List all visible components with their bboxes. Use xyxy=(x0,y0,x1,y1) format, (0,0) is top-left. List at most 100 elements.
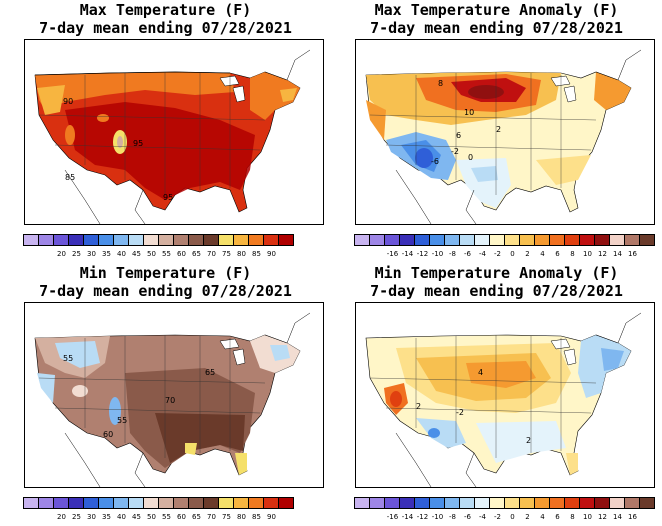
color-swatch xyxy=(158,497,174,509)
color-scale-label: -8 xyxy=(449,250,456,258)
map-label: 10 xyxy=(464,108,474,117)
color-swatch xyxy=(128,497,144,509)
color-scale-labels: -16 -14 -12 -10 -8 -6 -4 -2 0 2 4 6 8 10 12 14 16 xyxy=(355,250,655,260)
color-swatch xyxy=(534,234,550,246)
color-scale-labels: 20 25 30 35 40 45 50 55 60 65 70 75 80 85 90 xyxy=(24,250,324,260)
color-swatch xyxy=(414,497,430,509)
color-swatch xyxy=(399,234,415,246)
color-scale-label: 55 xyxy=(162,513,171,521)
color-swatch xyxy=(143,497,159,509)
color-scale-label: -4 xyxy=(479,250,486,258)
color-swatch xyxy=(474,497,490,509)
color-swatch xyxy=(549,497,565,509)
map-label: 55 xyxy=(63,354,73,363)
color-scale-label: 40 xyxy=(117,513,126,521)
color-swatch xyxy=(519,497,535,509)
map-label: 4 xyxy=(478,368,483,377)
panel-title: Max Temperature (F) xyxy=(79,1,252,19)
color-scale-label: -10 xyxy=(431,513,444,521)
color-swatch xyxy=(519,234,535,246)
color-scale-label: 14 xyxy=(613,250,622,258)
color-scale-label: -16 xyxy=(386,513,399,521)
color-scale-label: 75 xyxy=(222,513,231,521)
color-scale-label: 2 xyxy=(525,250,530,258)
map-label: 95 xyxy=(163,193,173,202)
map-label: 60 xyxy=(103,430,113,439)
color-scale-labels: 20 25 30 35 40 45 50 55 60 65 70 75 80 85 90 xyxy=(24,513,324,523)
color-swatch xyxy=(594,497,610,509)
color-swatch xyxy=(263,497,279,509)
color-scale xyxy=(354,234,655,246)
panel-subtitle: 7-day mean ending 07/28/2021 xyxy=(39,19,292,37)
color-scale xyxy=(354,497,655,509)
color-scale-label: -10 xyxy=(431,250,444,258)
color-scale-label: 40 xyxy=(117,250,126,258)
map-label: 0 xyxy=(468,153,473,162)
color-swatch xyxy=(218,497,234,509)
color-scale-label: 55 xyxy=(162,250,171,258)
color-scale-label: 16 xyxy=(628,250,637,258)
color-swatch xyxy=(173,497,189,509)
color-swatch xyxy=(354,234,370,246)
map-label: 65 xyxy=(205,368,215,377)
color-scale-label: 75 xyxy=(222,250,231,258)
color-scale-label: -2 xyxy=(494,513,501,521)
color-scale-label: 25 xyxy=(72,250,81,258)
color-swatch xyxy=(579,234,595,246)
color-scale-label: 6 xyxy=(555,513,560,521)
panel-subtitle: 7-day mean ending 07/28/2021 xyxy=(39,282,292,300)
color-swatch xyxy=(369,497,385,509)
color-swatch xyxy=(429,234,445,246)
color-swatch xyxy=(278,234,294,246)
color-swatch xyxy=(609,234,625,246)
color-scale-label: 10 xyxy=(583,250,592,258)
color-swatch xyxy=(158,234,174,246)
min-temperature-anomaly-map: 4 2 -2 2 xyxy=(355,302,655,488)
map-label: 8 xyxy=(438,79,443,88)
color-swatch xyxy=(624,497,640,509)
color-scale-label: 60 xyxy=(177,513,186,521)
color-swatch xyxy=(68,497,84,509)
color-swatch xyxy=(549,234,565,246)
color-swatch xyxy=(278,497,294,509)
color-swatch xyxy=(23,234,39,246)
color-scale-label: -6 xyxy=(464,250,471,258)
color-swatch xyxy=(113,497,129,509)
color-swatch xyxy=(203,234,219,246)
panel-title: Max Temperature Anomaly (F) xyxy=(374,1,619,19)
color-scale-label: 20 xyxy=(57,513,66,521)
color-swatch xyxy=(489,497,505,509)
min-temperature-map: 55 65 70 55 60 xyxy=(24,302,324,488)
color-scale-label: -8 xyxy=(449,513,456,521)
color-scale-label: 60 xyxy=(177,250,186,258)
color-swatch xyxy=(98,234,114,246)
panel-subtitle: 7-day mean ending 07/28/2021 xyxy=(370,19,623,37)
color-scale-label: -14 xyxy=(401,250,414,258)
max-temperature-map: 90 95 85 95 xyxy=(24,39,324,225)
color-scale-label: 90 xyxy=(267,513,276,521)
color-scale-label: 14 xyxy=(613,513,622,521)
color-scale-label: 6 xyxy=(555,250,560,258)
panel-title: Min Temperature (F) xyxy=(79,264,252,282)
color-swatch xyxy=(504,497,520,509)
color-swatch xyxy=(639,497,655,509)
color-swatch xyxy=(369,234,385,246)
color-swatch xyxy=(384,497,400,509)
color-swatch xyxy=(414,234,430,246)
color-scale-label: 50 xyxy=(147,513,156,521)
color-scale-label: 4 xyxy=(540,513,545,521)
map-label: 90 xyxy=(63,97,73,106)
color-scale-label: 35 xyxy=(102,513,111,521)
color-swatch xyxy=(233,497,249,509)
color-scale-label: 80 xyxy=(237,250,246,258)
color-swatch xyxy=(399,497,415,509)
color-scale-labels: -16 -14 -12 -10 -8 -6 -4 -2 0 2 4 6 8 10 12 14 16 xyxy=(355,513,655,523)
color-swatch xyxy=(98,497,114,509)
color-scale-label: 12 xyxy=(598,513,607,521)
color-swatch xyxy=(489,234,505,246)
color-scale-label: 30 xyxy=(87,250,96,258)
color-scale-label: 12 xyxy=(598,250,607,258)
color-scale-label: 45 xyxy=(132,513,141,521)
color-swatch xyxy=(444,497,460,509)
color-swatch xyxy=(23,497,39,509)
